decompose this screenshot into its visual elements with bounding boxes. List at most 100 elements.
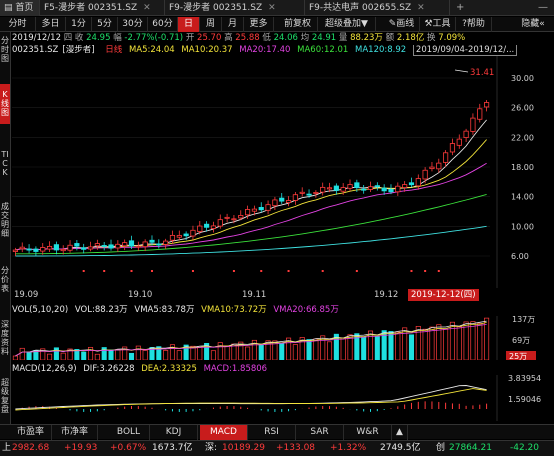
vol-axis-current: 25万 bbox=[509, 352, 527, 360]
period-60min[interactable]: 60分 bbox=[148, 17, 178, 32]
period-30min[interactable]: 30分 bbox=[118, 17, 148, 32]
tab-home[interactable]: ▤ 首页 bbox=[0, 0, 40, 16]
volume-bar bbox=[115, 349, 121, 360]
price-tick-label: 30.00 bbox=[511, 74, 534, 83]
indicator-tabs: 市盈率 市净率 BOLL KDJ MACD RSI SAR W&R ▲ bbox=[0, 424, 554, 440]
candle-body bbox=[402, 184, 408, 188]
strip-price-table[interactable]: 分价表 bbox=[1, 266, 9, 293]
strip-tick[interactable]: TICK bbox=[1, 150, 9, 177]
volume-bar bbox=[101, 347, 107, 360]
volume-bar bbox=[204, 343, 210, 360]
candle-body bbox=[40, 247, 46, 252]
volume-bar bbox=[306, 339, 312, 360]
ma5-value: MA5:24.04 bbox=[128, 45, 175, 55]
period-5min[interactable]: 5分 bbox=[92, 17, 118, 32]
macd-axis-mid: 1.59046 bbox=[508, 395, 541, 404]
vma20-value: VMA20:66.85万 bbox=[273, 305, 339, 315]
home-icon: ▤ bbox=[4, 3, 16, 13]
volume-legend: VOL(5,10,20) VOL:88.23万 VMA5:83.78万 VMA1… bbox=[12, 304, 492, 316]
date-range-box[interactable]: 2019/09/04-2019/12/... bbox=[412, 45, 518, 56]
candle-body bbox=[238, 215, 244, 219]
vol-value: VOL:88.23万 bbox=[74, 305, 128, 315]
strip-depth-info[interactable]: 深度资料 bbox=[1, 320, 9, 356]
volume-bar bbox=[326, 341, 333, 360]
x-tick-label: 19.09 bbox=[14, 290, 39, 300]
tab-f9-edifier[interactable]: F9-漫步者 002351.SZ ✕ bbox=[165, 0, 305, 16]
candle-body bbox=[381, 187, 387, 192]
tab-rsi[interactable]: RSI bbox=[248, 425, 296, 440]
volume-bar bbox=[408, 334, 415, 360]
current-date-label: 2019-12-12(四) bbox=[408, 289, 479, 301]
candle-body bbox=[87, 246, 94, 250]
strip-trade-detail[interactable]: 成交明细 bbox=[1, 202, 9, 238]
kline-chart[interactable]: 30.00 26.00 22.00 18.00 14.00 10.00 6.00 31.41 bbox=[12, 56, 554, 288]
tab-f5-edifier[interactable]: F5-漫步者 002351.SZ ✕ bbox=[40, 0, 165, 16]
period-daily[interactable]: 日 bbox=[178, 17, 200, 32]
sh-pct: +0.67% bbox=[110, 443, 147, 453]
volume-bar bbox=[354, 333, 360, 360]
candle-body bbox=[115, 243, 121, 249]
candle-body bbox=[122, 242, 128, 247]
quote-info-line: 2019/12/12 四 收 24.95 幅 -2.77%(-0.71) 开 2… bbox=[12, 33, 466, 43]
forward-adjust-button[interactable]: 前复权 bbox=[278, 17, 318, 32]
candle-body bbox=[197, 225, 203, 232]
volume-bar bbox=[443, 328, 449, 360]
volume-bar bbox=[429, 326, 435, 360]
strip-intraday-chart[interactable]: 分时图 bbox=[1, 36, 9, 63]
period-weekly[interactable]: 周 bbox=[200, 17, 222, 32]
macd-histogram bbox=[21, 401, 488, 412]
volume-bar bbox=[135, 345, 141, 360]
close-icon[interactable]: ✕ bbox=[417, 3, 425, 13]
tab-boll[interactable]: BOLL bbox=[108, 425, 150, 440]
tab-kdj[interactable]: KDJ bbox=[150, 425, 198, 440]
sz-amount: 2749.5亿 bbox=[380, 443, 421, 453]
tab-sar[interactable]: SAR bbox=[296, 425, 344, 440]
period-multiday[interactable]: 多日 bbox=[36, 17, 66, 32]
period-label: 日线 bbox=[105, 45, 123, 55]
tab-wr[interactable]: W&R bbox=[344, 425, 392, 440]
vma5-value: VMA5:83.78万 bbox=[134, 305, 195, 315]
macd-axis-top: 3.83954 bbox=[508, 375, 541, 383]
super-overlay-button[interactable]: 超级叠加▼ bbox=[318, 17, 376, 32]
quote-change: -2.77%(-0.71) bbox=[124, 33, 184, 43]
chevron-up-icon[interactable]: ▲ bbox=[392, 425, 408, 440]
tab-pe[interactable]: 市盈率 bbox=[10, 425, 52, 440]
period-1min[interactable]: 1分 bbox=[66, 17, 92, 32]
macd-chart[interactable]: 3.83954 1.59046 bbox=[12, 375, 554, 421]
close-icon[interactable]: ✕ bbox=[143, 3, 151, 13]
add-tab-icon[interactable]: + bbox=[456, 2, 465, 13]
tab-pb[interactable]: 市净率 bbox=[52, 425, 98, 440]
candle-body bbox=[463, 130, 469, 138]
strip-super-review[interactable]: 超级复盘 bbox=[1, 378, 9, 414]
hide-button[interactable]: 隐藏« bbox=[521, 19, 545, 29]
period-intraday[interactable]: 分时 bbox=[0, 17, 36, 32]
help-button[interactable]: ?帮助 bbox=[456, 17, 492, 32]
close-icon[interactable]: ✕ bbox=[268, 3, 276, 13]
draw-line-button[interactable]: ✎画线 bbox=[384, 17, 420, 32]
volume-bar bbox=[367, 330, 374, 360]
signal-dot bbox=[424, 270, 427, 272]
quote-open: 25.70 bbox=[197, 33, 222, 43]
tools-button[interactable]: ⚒工具 bbox=[420, 17, 456, 32]
strip-kline-chart[interactable]: K线图 bbox=[0, 84, 10, 124]
tab-f9-gongda[interactable]: F9-共达电声 002655.SZ ✕ bbox=[305, 0, 450, 16]
volume-bar bbox=[190, 345, 196, 360]
date-axis: 19.09 19.10 19.11 19.12 2019-12-12(四) bbox=[12, 289, 554, 301]
signal-dot bbox=[130, 270, 133, 272]
volume-bar bbox=[415, 326, 421, 360]
period-monthly[interactable]: 月 bbox=[222, 17, 244, 32]
ma10-line bbox=[15, 139, 487, 251]
signal-dot bbox=[150, 270, 153, 272]
volume-bar bbox=[422, 328, 428, 360]
period-more[interactable]: 更多 bbox=[244, 17, 274, 32]
price-tick-label: 18.00 bbox=[511, 163, 534, 172]
signal-dot bbox=[260, 270, 263, 272]
minimize-icon[interactable]: — bbox=[538, 2, 548, 13]
tab-macd[interactable]: MACD bbox=[200, 425, 248, 440]
volume-bar bbox=[210, 350, 216, 360]
cyb-change: -42.20 bbox=[510, 443, 540, 453]
volume-bar bbox=[74, 349, 80, 360]
volume-chart[interactable]: 137万 69万 25万 bbox=[12, 316, 554, 360]
candle-body bbox=[422, 169, 428, 180]
candle-body bbox=[320, 186, 326, 193]
